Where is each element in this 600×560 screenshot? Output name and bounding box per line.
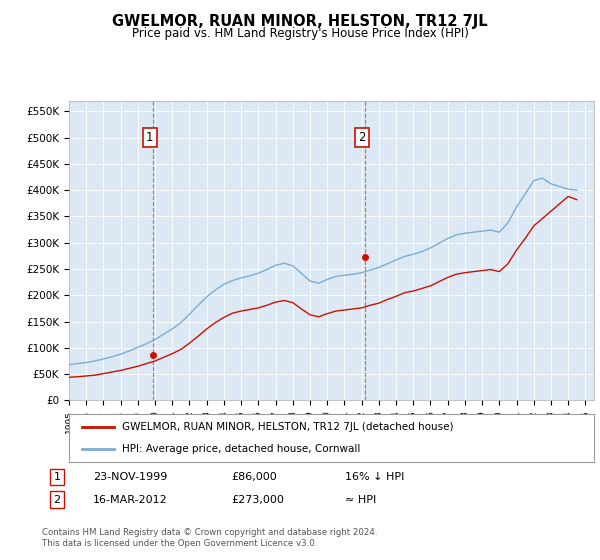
- Text: GWELMOR, RUAN MINOR, HELSTON, TR12 7JL: GWELMOR, RUAN MINOR, HELSTON, TR12 7JL: [112, 14, 488, 29]
- Text: 2: 2: [358, 131, 365, 144]
- Text: ≈ HPI: ≈ HPI: [345, 494, 376, 505]
- Text: 16% ↓ HPI: 16% ↓ HPI: [345, 472, 404, 482]
- Text: 23-NOV-1999: 23-NOV-1999: [93, 472, 167, 482]
- Text: £86,000: £86,000: [231, 472, 277, 482]
- Text: GWELMOR, RUAN MINOR, HELSTON, TR12 7JL (detached house): GWELMOR, RUAN MINOR, HELSTON, TR12 7JL (…: [121, 422, 453, 432]
- Text: This data is licensed under the Open Government Licence v3.0.: This data is licensed under the Open Gov…: [42, 539, 317, 548]
- Text: Contains HM Land Registry data © Crown copyright and database right 2024.: Contains HM Land Registry data © Crown c…: [42, 528, 377, 536]
- Text: 1: 1: [53, 472, 61, 482]
- Text: 1: 1: [146, 131, 154, 144]
- Text: HPI: Average price, detached house, Cornwall: HPI: Average price, detached house, Corn…: [121, 444, 360, 454]
- Text: 16-MAR-2012: 16-MAR-2012: [93, 494, 168, 505]
- Text: Price paid vs. HM Land Registry's House Price Index (HPI): Price paid vs. HM Land Registry's House …: [131, 27, 469, 40]
- Text: 2: 2: [53, 494, 61, 505]
- Text: £273,000: £273,000: [231, 494, 284, 505]
